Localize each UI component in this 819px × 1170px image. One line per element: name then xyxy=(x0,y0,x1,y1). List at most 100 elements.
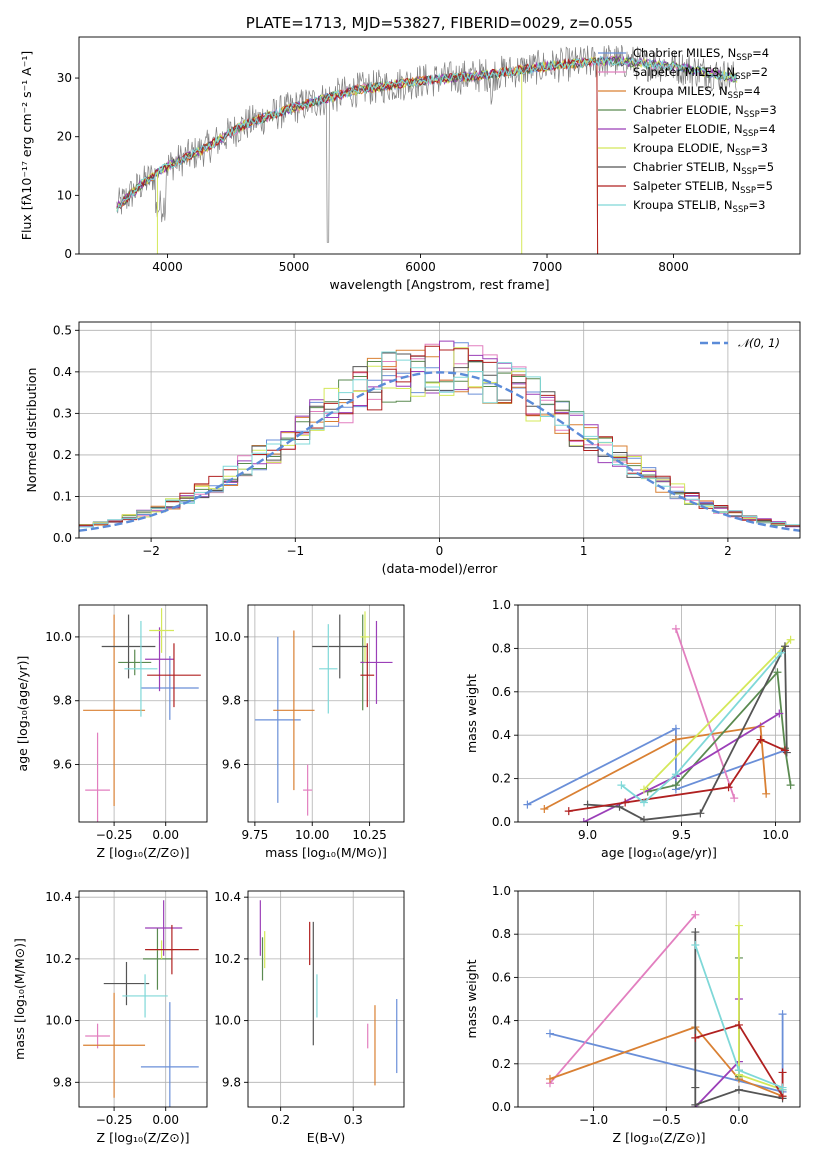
x-tick-label: −2 xyxy=(142,544,160,558)
data-point xyxy=(312,614,368,679)
data-point xyxy=(85,1023,110,1049)
y-tick-label: 10.2 xyxy=(214,952,241,966)
x-tick-label: −0.25 xyxy=(96,1113,133,1127)
data-point xyxy=(303,764,313,816)
x-axis-label: mass [log₁₀(M/M⊙)] xyxy=(265,845,387,860)
weight-marker xyxy=(786,635,795,644)
weight-marker xyxy=(671,781,680,790)
y-tick-label: 10 xyxy=(57,188,72,202)
y-tick-label: 0.4 xyxy=(53,365,72,379)
weight-marker xyxy=(583,800,592,809)
x-tick-label: 9.0 xyxy=(578,828,597,842)
y-axis-label: Flux [fλ10⁻¹⁷ erg cm⁻² s⁻¹ A⁻¹] xyxy=(19,51,34,240)
y-tick-label: 0.6 xyxy=(492,685,511,699)
weight-marker xyxy=(734,1020,743,1029)
weight-marker xyxy=(639,785,648,794)
y-tick-label: 0.8 xyxy=(492,927,511,941)
y-tick-label: 10.0 xyxy=(45,1014,72,1028)
panel-3: −0.25 0.00 9.6 9.8 10.0 Z [log₁₀(Z/Z⊙)] age [l… xyxy=(15,604,208,860)
x-tick-label: −1.0 xyxy=(579,1113,608,1127)
x-tick-label: −0.25 xyxy=(96,828,133,842)
y-tick-label: 30 xyxy=(57,71,72,85)
x-tick-label: 10.0 xyxy=(762,828,789,842)
x-axis-label: Z [log₁₀(Z/Z⊙)] xyxy=(613,1130,706,1145)
y-tick-label: 0.6 xyxy=(492,970,511,984)
legend-label: Salpeter ELODIE, NSSP=4 xyxy=(633,122,776,139)
x-tick-label: 5000 xyxy=(279,260,310,274)
plot-area xyxy=(83,900,199,1107)
x-tick-label: 9.5 xyxy=(672,828,691,842)
x-tick-label: −0.5 xyxy=(652,1113,681,1127)
y-tick-label: 0.2 xyxy=(492,1057,511,1071)
weight-marker xyxy=(621,798,630,807)
weight-line xyxy=(587,645,788,821)
weight-marker xyxy=(540,804,549,813)
x-axis-label: (data-model)/error xyxy=(382,561,499,576)
y-tick-label: 0.1 xyxy=(53,489,72,503)
plot-area xyxy=(523,624,795,822)
weight-marker xyxy=(523,800,532,809)
data-point xyxy=(254,636,301,803)
weight-marker xyxy=(691,941,700,949)
data-point xyxy=(101,614,156,679)
y-tick-label: 9.6 xyxy=(222,758,241,772)
x-tick-label: 10.00 xyxy=(295,828,329,842)
weight-line xyxy=(738,925,783,1091)
y-tick-label: 0.0 xyxy=(492,815,511,829)
weight-marker xyxy=(734,1085,743,1094)
y-tick-label: 0.5 xyxy=(53,323,72,337)
axes-frame xyxy=(247,890,405,1108)
legend-label: 𝒩(0, 1) xyxy=(738,336,780,350)
panel-7: 0.2 0.3 9.8 10.0 10.2 10.4 E(B-V) xyxy=(214,890,405,1145)
axes-frame xyxy=(247,604,405,823)
weight-marker xyxy=(786,781,795,790)
panel-2: −2 −1 0 1 2 0.0 0.1 0.2 0.3 0.4 0.5 (data-model)/er… xyxy=(24,321,801,576)
y-tick-label: 10.4 xyxy=(214,890,241,904)
x-axis-label: Z [log₁₀(Z/Z⊙)] xyxy=(97,845,190,860)
plot-area xyxy=(259,900,398,1086)
y-tick-label: 10.0 xyxy=(214,630,241,644)
data-point xyxy=(83,992,146,1098)
weight-marker xyxy=(730,794,739,803)
y-tick-label: 1.0 xyxy=(492,884,511,898)
weight-marker xyxy=(671,724,680,733)
x-tick-label: 4000 xyxy=(152,260,183,274)
x-axis-label: E(B-V) xyxy=(307,1130,346,1145)
y-tick-label: 0.3 xyxy=(53,406,72,420)
data-point xyxy=(118,649,152,676)
x-tick-label: 0.0 xyxy=(729,1113,748,1127)
weight-marker xyxy=(734,1066,743,1075)
data-point xyxy=(140,656,199,720)
legend-label: Chabrier MILES, NSSP=4 xyxy=(633,46,769,63)
x-axis-label: Z [log₁₀(Z/Z⊙)] xyxy=(97,1130,190,1145)
x-tick-label: 1 xyxy=(580,544,588,558)
weight-marker xyxy=(671,624,680,633)
normal-curve xyxy=(79,371,800,532)
data-point xyxy=(273,630,315,791)
data-point xyxy=(145,900,183,956)
axes-frame xyxy=(78,36,801,255)
weight-marker xyxy=(696,809,705,818)
y-tick-label: 0.0 xyxy=(53,531,72,545)
weight-marker xyxy=(691,1033,700,1042)
data-point xyxy=(360,620,393,704)
axes-frame xyxy=(78,890,208,1108)
panel-5: 9.0 9.5 10.0 0.0 0.2 0.4 0.6 0.8 1.0 age [log₁₀(a… xyxy=(464,598,801,860)
model-spectrum xyxy=(116,56,738,212)
data-point xyxy=(85,732,110,822)
y-tick-label: 0.0 xyxy=(492,1100,511,1114)
y-tick-label: 10.0 xyxy=(214,1014,241,1028)
weight-line xyxy=(526,727,786,806)
panel-6: −0.25 0.00 9.8 10.0 10.2 10.4 Z [log₁₀(Z/Z⊙)] m… xyxy=(12,890,208,1145)
y-tick-label: 1.0 xyxy=(492,598,511,612)
panel-1: 4000 5000 6000 7000 8000 0 10 20 30 wavelength [A… xyxy=(19,14,801,292)
weight-marker xyxy=(691,1100,700,1107)
weight-line xyxy=(549,914,696,1084)
y-tick-label: 10.0 xyxy=(45,630,72,644)
x-axis-label: age [log₁₀(age/yr)] xyxy=(601,845,717,860)
weight-marker xyxy=(564,807,573,816)
weight-marker xyxy=(545,1029,554,1038)
x-tick-label: −1 xyxy=(286,544,304,558)
weight-marker xyxy=(579,818,588,822)
data-point xyxy=(360,643,375,708)
